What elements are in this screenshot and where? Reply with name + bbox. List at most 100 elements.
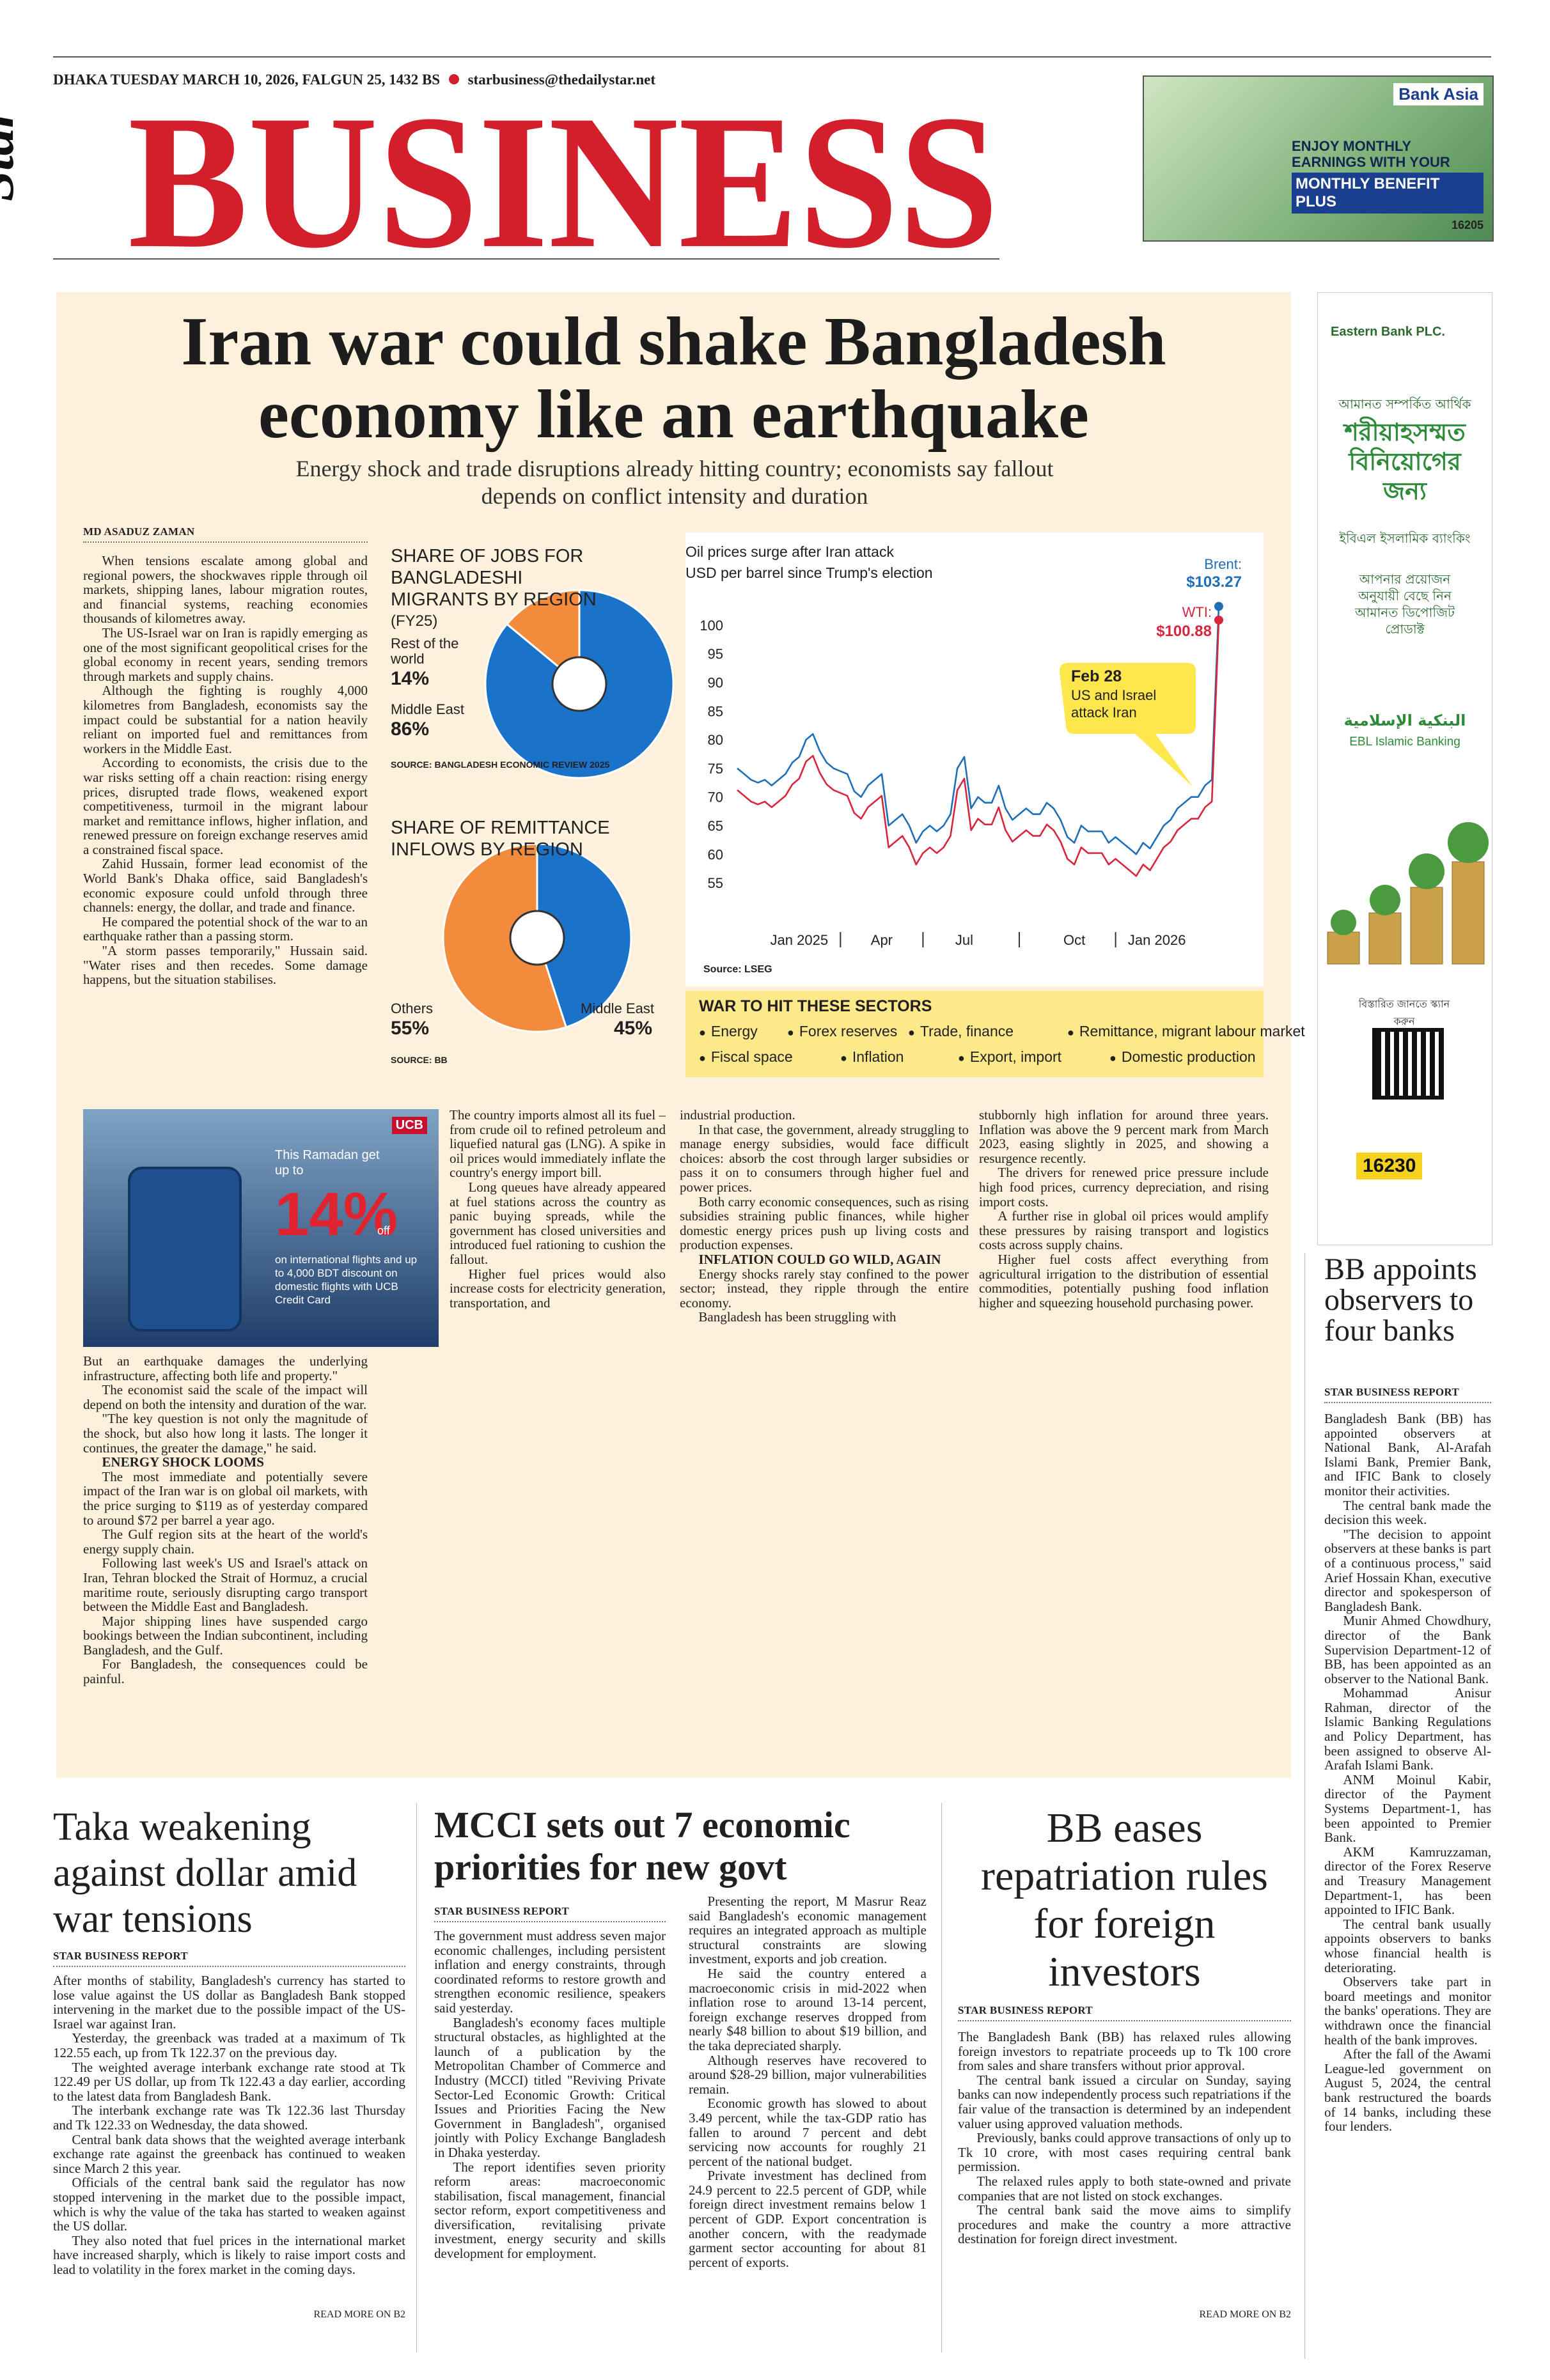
- ad-big: 14%: [275, 1180, 398, 1248]
- series-label: WTI:: [1182, 604, 1212, 620]
- sector-item: Trade, finance: [908, 1023, 1014, 1040]
- paragraph: After months of stability, Bangladesh's …: [53, 1973, 405, 2032]
- sector-item: Domestic production: [1109, 1048, 1256, 1066]
- article-column: The government must address seven major …: [434, 1929, 666, 2319]
- paragraph: Major shipping lines have suspended carg…: [83, 1613, 368, 1658]
- pie-slice: [505, 589, 581, 687]
- paragraph: Bangladesh's economy faces multiple stru…: [434, 2014, 666, 2160]
- pie-icon: [551, 656, 607, 712]
- x-tick-label: Jan 2026: [1128, 932, 1186, 948]
- coins-illustration: [1327, 822, 1489, 965]
- pie-slice: [536, 843, 632, 1029]
- article-column: industrial production. In that case, the …: [680, 1108, 969, 1351]
- y-tick-label: 60: [708, 846, 723, 862]
- chart-title: SHARE OF JOBS FOR BANGLADESHI MIGRANTS B…: [391, 546, 597, 610]
- y-tick-label: 55: [708, 875, 723, 891]
- paragraph: Although the fighting is roughly 4,000 k…: [83, 683, 368, 756]
- qr-code[interactable]: [1372, 1028, 1444, 1100]
- story-headline: Taka weakening against dollar amid war t…: [53, 1805, 357, 1941]
- lead-headline: Iran war could shake Bangladesh economy …: [181, 304, 1166, 453]
- top-rule: [53, 56, 1491, 58]
- pie-icon: [509, 910, 565, 966]
- y-tick-label: 70: [708, 789, 723, 805]
- story-headline: BB eases repatriation rules for foreign …: [981, 1805, 1268, 1995]
- masthead-rule: [53, 258, 999, 260]
- paragraph: The country imports almost all its fuel …: [450, 1108, 666, 1181]
- masthead-star: Star: [0, 105, 25, 201]
- story-headline: MCCI sets out 7 economic priorities for …: [434, 1804, 850, 1888]
- read-more[interactable]: READ MORE ON B2: [1199, 2309, 1291, 2320]
- x-tick-label: Apr: [871, 932, 893, 948]
- sector-item: Energy: [699, 1023, 758, 1040]
- paragraph: The economist said the scale of the impa…: [83, 1382, 368, 1412]
- ad-hotline: 16205: [1451, 219, 1483, 231]
- paragraph: Presenting the report, M Masrur Reaz sai…: [689, 1894, 927, 1967]
- end-point: [1214, 615, 1223, 625]
- y-tick-label: 85: [708, 703, 723, 719]
- masthead-title: BUSINESS: [128, 75, 999, 288]
- paragraph: Energy shocks rarely stay confined to th…: [680, 1266, 969, 1311]
- annotation-title: Feb 28: [1071, 667, 1122, 685]
- paragraph: The government must address seven major …: [434, 1929, 666, 2016]
- date: DHAKA TUESDAY MARCH 10, 2026, FALGUN 25,…: [53, 72, 441, 88]
- paragraph: He compared the potential shock of the w…: [83, 914, 368, 944]
- lead-subhead: Energy shock and trade disruptions alrea…: [295, 456, 1054, 509]
- y-tick-label: 80: [708, 732, 723, 748]
- ad-off: off: [377, 1224, 390, 1237]
- eastern-bank-ad[interactable]: Eastern Bank PLC. আমানত সম্পর্কিত আর্থিক…: [1317, 292, 1492, 1245]
- paragraph: ANM Moinul Kabir, director of the Paymen…: [1324, 1771, 1491, 1846]
- column-rule: [941, 1803, 942, 2353]
- byline: STAR BUSINESS REPORT: [53, 1950, 405, 1967]
- read-more[interactable]: READ MORE ON B2: [313, 2309, 405, 2320]
- subhead: INFLATION COULD GO WILD, AGAIN: [698, 1251, 941, 1267]
- ad-hotline: 16230: [1356, 1153, 1423, 1179]
- ad-sub: ইবিএল ইসলামিক ব্যাংকিং: [1339, 531, 1471, 546]
- paragraph: Previously, banks could approve transact…: [958, 2130, 1291, 2175]
- paragraph: Zahid Hussain, former lead economist of …: [83, 856, 368, 915]
- end-point: [1214, 602, 1223, 611]
- x-tick-label: Jul: [955, 932, 973, 948]
- chart-subtitle: (FY25): [391, 612, 438, 630]
- paragraph: industrial production.: [680, 1108, 795, 1123]
- value-label: 55%: [391, 1018, 430, 1039]
- article-column: After months of stability, Bangladesh's …: [53, 1973, 405, 2306]
- y-tick-label: 100: [700, 618, 723, 634]
- paragraph: "The decision to appoint observers at th…: [1324, 1526, 1491, 1614]
- article-column: But an earthquake damages the underlying…: [83, 1354, 368, 1758]
- x-tick-label: Jan 2025: [771, 932, 829, 948]
- ad-brand: Eastern Bank PLC.: [1331, 325, 1445, 339]
- paragraph: The central bank made the decision this …: [1324, 1497, 1491, 1528]
- paragraph: The Gulf region sits at the heart of the…: [83, 1527, 368, 1557]
- paragraph: Yesterday, the greenback was traded at a…: [53, 2030, 405, 2060]
- sector-item: Fiscal space: [699, 1048, 793, 1066]
- dot: [448, 74, 459, 84]
- paragraph: For Bangladesh, the consequences could b…: [83, 1656, 368, 1687]
- ucb-ad[interactable]: UCB This Ramadan get up to 14% off on in…: [83, 1109, 439, 1347]
- ad-arabic: البنكية الإسلامية: [1343, 712, 1466, 729]
- y-tick-label: 75: [708, 761, 723, 777]
- ad-scan: বিস্তারিত জানতে স্ক্যান করুন: [1358, 998, 1450, 1027]
- paragraph: According to economists, the crisis due …: [83, 755, 368, 857]
- paragraph: Higher fuel prices would also increase c…: [450, 1266, 666, 1311]
- ad-english: EBL Islamic Banking: [1349, 735, 1460, 749]
- paragraph: He said the country entered a macroecono…: [689, 1965, 927, 2053]
- chart-source: SOURCE: BB: [391, 1055, 448, 1065]
- paragraph: Both carry economic consequences, such a…: [680, 1194, 969, 1253]
- annotation-box: [1060, 663, 1196, 786]
- value-label: $100.88: [1156, 623, 1212, 640]
- paragraph: But an earthquake damages the underlying…: [83, 1354, 368, 1383]
- value-label: $103.27: [1186, 573, 1242, 591]
- y-tick-label: 90: [708, 674, 723, 690]
- paragraph: The central bank usually appoints observ…: [1324, 1916, 1491, 1975]
- paragraph: The weighted average interbank exchange …: [53, 2059, 405, 2104]
- chart-source: SOURCE: BANGLADESH ECONOMIC REVIEW 2025: [391, 759, 610, 770]
- bank-asia-ad[interactable]: Bank Asia ENJOY MONTHLY EARNINGS WITH YO…: [1143, 75, 1494, 242]
- paragraph: The Bangladesh Bank (BB) has relaxed rul…: [958, 2030, 1291, 2074]
- series-label: Brent:: [1204, 556, 1242, 572]
- annotation-text: US and Israel attack Iran: [1071, 687, 1157, 720]
- x-tick-label: Oct: [1063, 932, 1085, 948]
- legend-label: Others: [391, 1000, 434, 1016]
- line-series: [737, 619, 1220, 877]
- paragraph: After the fall of the Awami League-led g…: [1324, 2046, 1491, 2135]
